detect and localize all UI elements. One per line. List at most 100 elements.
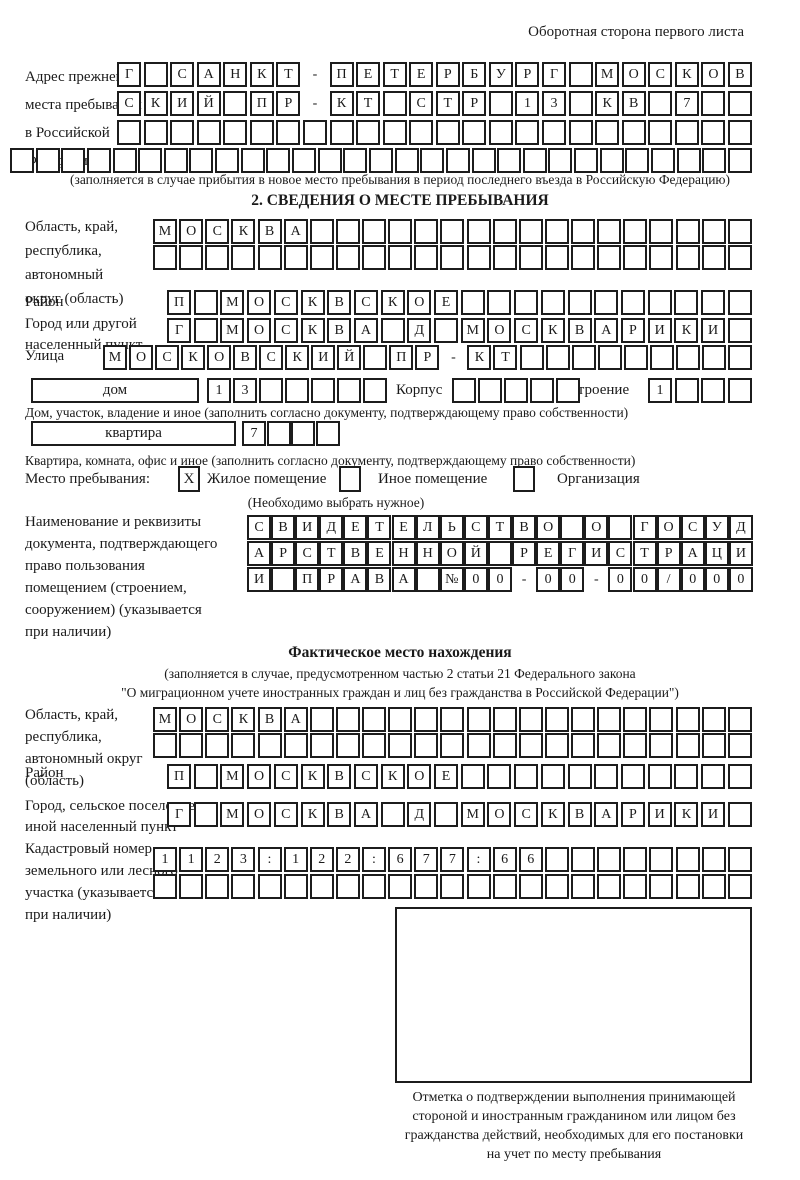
empty-char-cell[interactable] <box>567 290 592 315</box>
empty-char-cell[interactable] <box>291 421 316 446</box>
char-cell[interactable]: К <box>467 345 492 370</box>
char-cell[interactable]: И <box>647 318 672 343</box>
char-cell[interactable]: П <box>167 764 191 789</box>
empty-char-cell[interactable] <box>266 421 291 446</box>
char-cell[interactable]: А <box>391 567 416 592</box>
empty-char-cell[interactable] <box>257 245 282 270</box>
empty-char-cell[interactable] <box>571 707 595 732</box>
empty-char-cell[interactable] <box>727 378 752 403</box>
char-cell[interactable]: 0 <box>704 567 729 592</box>
empty-char-cell[interactable] <box>515 120 540 145</box>
empty-char-cell[interactable] <box>466 219 491 244</box>
empty-char-cell[interactable] <box>466 874 491 899</box>
char-cell[interactable]: С <box>514 318 539 343</box>
empty-char-cell[interactable] <box>315 421 340 446</box>
empty-char-cell[interactable] <box>257 874 282 899</box>
empty-char-cell[interactable] <box>487 541 512 566</box>
char-cell[interactable]: Р <box>462 91 487 116</box>
empty-char-cell[interactable] <box>625 148 650 173</box>
char-cell[interactable]: Е <box>434 764 459 789</box>
inoe-checkbox[interactable] <box>339 466 361 492</box>
char-cell[interactable]: 1 <box>207 378 231 403</box>
empty-char-cell[interactable] <box>223 120 248 145</box>
empty-char-cell[interactable] <box>676 148 701 173</box>
empty-char-cell[interactable] <box>623 219 648 244</box>
empty-char-cell[interactable] <box>414 733 439 758</box>
char-cell[interactable]: И <box>701 318 726 343</box>
empty-char-cell[interactable] <box>542 120 566 145</box>
char-cell[interactable]: В <box>727 62 752 87</box>
char-cell[interactable]: Г <box>560 541 585 566</box>
empty-char-cell[interactable] <box>597 345 622 370</box>
char-cell[interactable]: А <box>283 219 308 244</box>
empty-char-cell[interactable] <box>595 120 620 145</box>
char-cell[interactable]: 2 <box>309 847 334 872</box>
empty-char-cell[interactable] <box>623 847 648 872</box>
empty-char-cell[interactable] <box>649 219 674 244</box>
char-cell[interactable]: К <box>595 91 620 116</box>
char-cell[interactable]: Р <box>271 541 296 566</box>
char-cell[interactable]: В <box>327 290 352 315</box>
char-cell[interactable]: Р <box>319 567 344 592</box>
char-cell[interactable]: С <box>273 802 298 827</box>
empty-char-cell[interactable] <box>701 378 726 403</box>
char-cell[interactable]: О <box>247 764 272 789</box>
empty-char-cell[interactable] <box>388 733 413 758</box>
char-cell[interactable]: О <box>621 62 646 87</box>
char-cell[interactable]: А <box>283 707 308 732</box>
char-cell[interactable]: С <box>608 541 633 566</box>
char-cell[interactable]: Р <box>415 345 440 370</box>
empty-char-cell[interactable] <box>382 91 407 116</box>
empty-char-cell[interactable] <box>571 847 595 872</box>
empty-char-cell[interactable] <box>574 148 599 173</box>
char-cell[interactable]: Р <box>620 318 645 343</box>
char-cell[interactable]: К <box>329 91 354 116</box>
empty-char-cell[interactable] <box>362 733 386 758</box>
char-cell[interactable]: И <box>701 802 726 827</box>
empty-char-cell[interactable] <box>283 245 308 270</box>
char-cell[interactable]: К <box>300 318 325 343</box>
char-cell[interactable]: И <box>584 541 609 566</box>
char-cell[interactable]: Т <box>367 515 392 540</box>
char-cell[interactable]: 6 <box>388 847 413 872</box>
empty-char-cell[interactable] <box>488 91 513 116</box>
char-cell[interactable]: 0 <box>536 567 561 592</box>
char-cell[interactable]: М <box>220 802 245 827</box>
char-cell[interactable]: О <box>407 290 432 315</box>
empty-char-cell[interactable] <box>414 874 439 899</box>
char-cell[interactable]: М <box>153 219 177 244</box>
char-cell[interactable]: М <box>220 764 245 789</box>
char-cell[interactable]: 1 <box>283 847 308 872</box>
char-cell[interactable]: К <box>285 345 310 370</box>
char-cell[interactable]: Ц <box>704 541 729 566</box>
empty-char-cell[interactable] <box>394 148 419 173</box>
empty-char-cell[interactable] <box>621 120 646 145</box>
empty-char-cell[interactable] <box>388 874 413 899</box>
empty-char-cell[interactable] <box>440 733 465 758</box>
char-cell[interactable]: А <box>594 318 619 343</box>
char-cell[interactable]: 3 <box>233 378 257 403</box>
char-cell[interactable]: В <box>271 515 296 540</box>
char-cell[interactable]: М <box>460 802 485 827</box>
char-cell[interactable]: В <box>512 515 537 540</box>
empty-char-cell[interactable] <box>302 120 327 145</box>
empty-char-cell[interactable] <box>504 378 528 403</box>
empty-char-cell[interactable] <box>497 148 522 173</box>
empty-char-cell[interactable] <box>518 733 543 758</box>
char-cell[interactable]: Р <box>435 62 460 87</box>
char-cell[interactable]: О <box>247 290 272 315</box>
char-cell[interactable]: Д <box>319 515 344 540</box>
char-cell[interactable]: 1 <box>153 847 177 872</box>
empty-char-cell[interactable] <box>620 290 645 315</box>
char-cell[interactable]: Й <box>196 91 221 116</box>
empty-char-cell[interactable] <box>701 219 726 244</box>
empty-char-cell[interactable] <box>462 120 487 145</box>
char-cell[interactable]: В <box>233 345 258 370</box>
empty-char-cell[interactable] <box>240 148 265 173</box>
empty-char-cell[interactable] <box>329 120 354 145</box>
char-cell[interactable]: Й <box>337 345 362 370</box>
char-cell[interactable]: С <box>273 290 298 315</box>
empty-char-cell[interactable] <box>594 764 619 789</box>
empty-char-cell[interactable] <box>112 148 137 173</box>
empty-char-cell[interactable] <box>193 318 218 343</box>
